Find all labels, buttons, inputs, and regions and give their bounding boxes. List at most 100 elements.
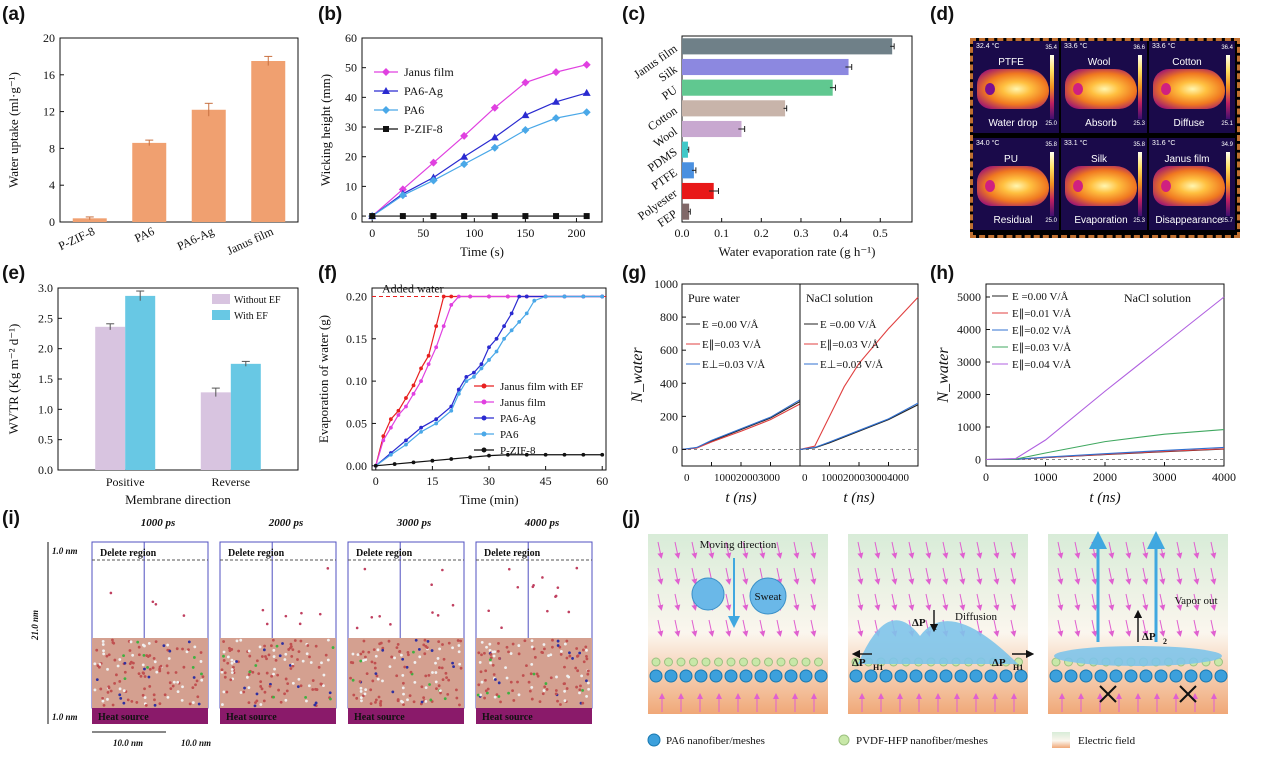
bar bbox=[230, 363, 261, 470]
water-molecule bbox=[263, 644, 266, 648]
water-molecule bbox=[541, 692, 545, 696]
pa6-fiber bbox=[724, 669, 738, 683]
water-molecule bbox=[563, 699, 567, 703]
water-molecule bbox=[200, 672, 203, 676]
y-tick-label: 0.00 bbox=[346, 459, 367, 473]
subplot-title: NaCl solution bbox=[806, 291, 873, 305]
data-point bbox=[399, 213, 406, 220]
water-molecule bbox=[331, 646, 335, 649]
vapor-molecule bbox=[500, 626, 503, 630]
water-molecule bbox=[427, 673, 431, 677]
pvdf-fiber bbox=[726, 657, 736, 667]
vapor-molecule bbox=[451, 603, 455, 607]
water-molecule bbox=[322, 673, 326, 677]
field-arrow bbox=[691, 541, 698, 559]
water-molecule bbox=[374, 698, 378, 702]
legend-marker bbox=[481, 399, 487, 405]
y-tick-label: 3.0 bbox=[38, 281, 53, 295]
water-layer bbox=[220, 638, 336, 708]
water-molecule bbox=[538, 700, 542, 704]
water-molecule bbox=[408, 694, 412, 698]
water-molecule bbox=[118, 658, 122, 661]
thermal-temp: 31.6 °C bbox=[1152, 140, 1176, 147]
water-molecule bbox=[123, 661, 127, 665]
vapor-molecule bbox=[575, 566, 579, 570]
water-molecule bbox=[153, 703, 157, 707]
water-molecule bbox=[289, 646, 292, 650]
pa6-fiber bbox=[1199, 669, 1213, 683]
x-tick-label: 200 bbox=[567, 226, 585, 240]
annotation-label: Added water bbox=[382, 281, 444, 295]
water-molecule bbox=[381, 679, 384, 683]
y-tick-label: 1000 bbox=[957, 420, 981, 434]
water-molecule bbox=[314, 644, 318, 648]
heat-source-label: Heat source bbox=[226, 712, 277, 723]
legend-label: Janus film bbox=[404, 65, 454, 79]
field-arrow bbox=[908, 541, 915, 559]
water-molecule bbox=[505, 645, 509, 649]
water-molecule bbox=[440, 666, 444, 670]
water-molecule bbox=[555, 675, 558, 679]
dp2-label: ΔP bbox=[1142, 631, 1156, 643]
legend-label: E∥=0.03 V/Å bbox=[1012, 342, 1071, 354]
field-arrow bbox=[857, 619, 864, 637]
water-molecule bbox=[142, 653, 146, 657]
data-point bbox=[521, 126, 530, 134]
water-molecule bbox=[131, 653, 135, 657]
water-molecule bbox=[545, 687, 549, 691]
data-point bbox=[411, 391, 416, 396]
bar bbox=[72, 218, 107, 222]
field-arrow bbox=[1159, 567, 1166, 585]
water-molecule bbox=[422, 696, 426, 700]
water-molecule bbox=[102, 652, 106, 656]
water-molecule bbox=[381, 648, 385, 652]
data-point bbox=[404, 442, 408, 447]
water-molecule bbox=[311, 679, 315, 682]
legend-label: PA6-Ag bbox=[500, 413, 536, 425]
legend-label: E =0.00 V/Å bbox=[702, 319, 758, 331]
water-molecule bbox=[223, 671, 227, 675]
field-arrow bbox=[691, 567, 698, 585]
data-point bbox=[472, 374, 476, 379]
vapor-molecule bbox=[516, 585, 520, 589]
water-molecule bbox=[457, 644, 461, 647]
water-molecule bbox=[403, 665, 407, 669]
water-molecule bbox=[488, 649, 492, 652]
water-molecule bbox=[265, 657, 268, 661]
data-point bbox=[543, 452, 548, 457]
water-molecule bbox=[222, 640, 225, 643]
water-molecule bbox=[396, 699, 400, 703]
water-molecule bbox=[259, 703, 263, 706]
water-molecule bbox=[521, 674, 525, 677]
pa6-fiber bbox=[1064, 669, 1078, 683]
y-tick-label: 0.15 bbox=[346, 332, 367, 346]
field-arrow bbox=[1210, 619, 1217, 637]
water-molecule bbox=[278, 654, 282, 658]
field-arrow bbox=[657, 567, 664, 585]
legend-label: Without EF bbox=[234, 295, 281, 306]
water-molecule bbox=[129, 660, 133, 664]
water-molecule bbox=[228, 646, 231, 650]
water-molecule bbox=[153, 698, 156, 702]
panel-label-j: (j) bbox=[622, 508, 640, 529]
field-arrow bbox=[742, 541, 749, 559]
thermal-image-tile: 32.4 °C 35.4 25.0 PTFE Water drop bbox=[973, 41, 1059, 133]
x-tick-label: 0 bbox=[373, 474, 379, 488]
thermal-spot bbox=[1161, 83, 1171, 95]
bar bbox=[200, 392, 231, 470]
water-molecule bbox=[111, 641, 115, 644]
thermal-bottom-label: Residual bbox=[993, 215, 1033, 226]
water-molecule bbox=[291, 664, 295, 668]
field-arrow bbox=[993, 593, 1000, 611]
water-molecule bbox=[413, 661, 417, 664]
water-molecule bbox=[272, 655, 276, 658]
pa6-fiber bbox=[969, 669, 983, 683]
y-axis-label: N_water bbox=[935, 347, 952, 404]
field-arrow bbox=[874, 593, 881, 611]
thermal-colorbar bbox=[1226, 152, 1230, 216]
panel-i-md-snapshots: 1000 ps Delete region Heat source 2000 ps De… bbox=[30, 517, 593, 748]
data-point bbox=[532, 298, 537, 303]
pa6-fiber bbox=[909, 669, 923, 683]
water-molecule bbox=[289, 642, 293, 646]
water-molecule bbox=[290, 654, 294, 658]
